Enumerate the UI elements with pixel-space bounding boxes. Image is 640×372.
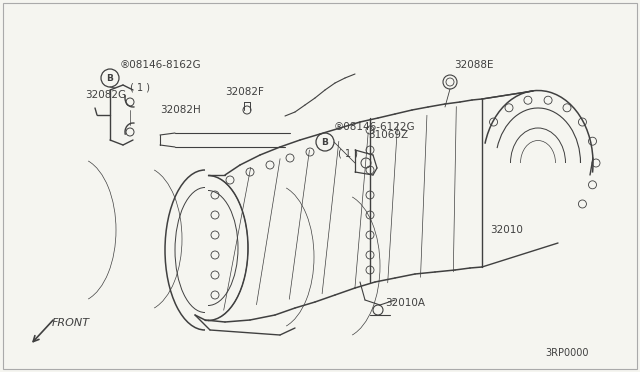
Text: 3RP0000: 3RP0000 bbox=[545, 348, 589, 358]
Text: ®08146-8162G: ®08146-8162G bbox=[120, 60, 202, 70]
Text: FRONT: FRONT bbox=[52, 318, 90, 328]
Text: ®08146-6122G: ®08146-6122G bbox=[334, 122, 415, 132]
Text: B: B bbox=[321, 138, 328, 147]
Text: 32010A: 32010A bbox=[385, 298, 425, 308]
Text: 32082H: 32082H bbox=[160, 105, 201, 115]
Text: 32010: 32010 bbox=[490, 225, 523, 235]
Text: 32088E: 32088E bbox=[454, 60, 493, 70]
Text: 31069Z: 31069Z bbox=[368, 130, 408, 140]
Text: ( 1 ): ( 1 ) bbox=[130, 82, 150, 92]
Text: B: B bbox=[107, 74, 113, 83]
Text: 32082G: 32082G bbox=[85, 90, 126, 100]
Text: 32082F: 32082F bbox=[225, 87, 264, 97]
Text: ( 1 ): ( 1 ) bbox=[338, 148, 358, 158]
